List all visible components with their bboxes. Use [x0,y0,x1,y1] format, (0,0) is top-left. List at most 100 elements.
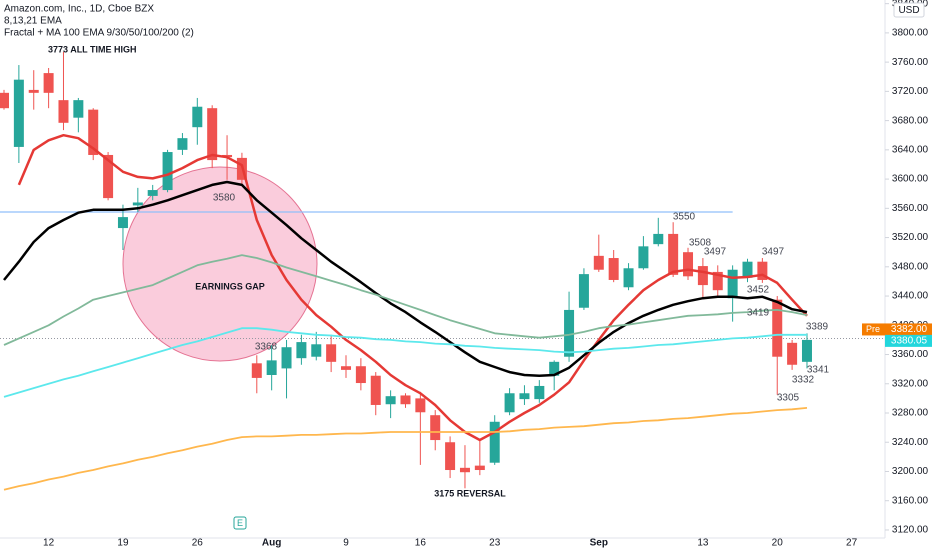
candle-body [564,309,575,357]
last-price-tag [885,334,932,347]
candle-body [326,344,337,362]
annotation: 3419 [747,308,770,319]
candle-body [88,109,99,155]
ma-line [3,180,808,377]
y-tick-label: 3360.00 [892,349,929,360]
x-tick-label: 26 [192,538,204,549]
candle-body [787,342,798,365]
last-price-label: 3380.05 [891,336,928,347]
y-tick-label: 3440.00 [892,291,929,302]
candle-body [623,268,634,288]
candle-body [430,415,441,441]
y-tick-label: 3680.00 [892,115,929,126]
pre-price-label: 3382.00 [891,324,928,335]
candle-body [504,393,515,413]
candle-body [415,398,426,413]
candle-body [772,299,783,357]
candle-body [489,421,500,463]
annotation: 3773 ALL TIME HIGH [48,44,137,54]
candle-body [445,442,456,471]
candle-body [578,274,589,308]
earnings-event[interactable] [233,516,247,530]
candle-body [43,73,54,93]
y-tick-label: 3560.00 [892,203,929,214]
candle-body [341,366,352,370]
indicator-label: Fractal + MA 100 EMA 9/30/50/100/200 (2) [4,28,194,39]
candle-body [697,266,708,286]
candle-body [355,366,366,384]
annotation: 3508 [689,238,712,249]
candle-body [757,261,768,280]
candle-body [117,217,128,229]
y-tick-label: 3520.00 [892,232,929,243]
y-tick-label: 3280.00 [892,408,929,419]
candle-body [296,342,307,359]
candle-body [73,100,84,118]
candle-body [608,258,619,280]
ma-line [3,254,808,346]
annotation: 3580 [213,193,236,204]
annotation: 3332 [792,375,815,386]
candle-body [519,393,530,400]
indicator-label: 8,13,21 EMA [4,16,62,27]
earnings-event-label[interactable]: E [237,518,243,528]
y-tick-label: 3760.00 [892,57,929,68]
annotation: 3550 [673,212,696,223]
y-tick-label: 3200.00 [892,466,929,477]
y-tick-label: 3120.00 [892,525,929,536]
candle-body [653,233,664,245]
candle-body [801,339,812,362]
candle-body [742,261,753,278]
candle-body [549,361,560,376]
x-tick-label: 20 [772,538,784,549]
currency[interactable]: USD [898,5,919,16]
candle-body [251,363,262,378]
x-tick-label: 16 [415,538,427,549]
candle-body [0,92,9,109]
annotation: 3368 [255,342,278,353]
candle-body [28,89,39,93]
candle-body [474,465,485,471]
x-tick-label: 23 [489,538,501,549]
x-tick-label: 13 [697,538,709,549]
x-tick-label: 12 [43,538,55,549]
annotation: 3497 [762,247,785,258]
pre-price-tag-label: Pre [866,324,880,334]
y-tick-label: 3160.00 [892,495,929,506]
candle-body [192,106,203,128]
y-tick-label: 3240.00 [892,437,929,448]
candle-body [281,347,292,369]
y-tick-label: 3640.00 [892,144,929,155]
y-tick-label: 3480.00 [892,261,929,272]
ma-line [3,407,808,491]
candle-body [207,108,218,161]
candle-body [177,138,188,150]
candle-body [266,360,277,375]
candle-body [13,79,24,147]
candle-body [534,385,545,400]
candle-body [370,375,381,405]
candle-body [311,344,322,357]
candle-body [162,152,173,191]
candle-body [459,467,470,473]
pre-price-tag [862,323,932,336]
annotation: EARNINGS GAP [195,281,265,291]
x-tick-label: 27 [846,538,858,549]
candle-body [712,271,723,291]
y-tick-label: 3800.00 [892,28,929,39]
annotation: 3341 [807,365,830,376]
candle-body [132,202,143,206]
x-tick-label: 9 [343,538,349,549]
currency-box[interactable] [893,2,925,18]
y-tick-label: 3320.00 [892,378,929,389]
candle-body [103,154,114,199]
earnings-gap-circle [122,166,318,362]
annotation: 3175 REVERSAL [434,488,506,498]
annotation: 3497 [704,247,727,258]
candle-body [727,269,738,299]
x-tick-label: Sep [590,538,608,549]
y-tick-label: 3600.00 [892,174,929,185]
candle-body [58,100,69,123]
